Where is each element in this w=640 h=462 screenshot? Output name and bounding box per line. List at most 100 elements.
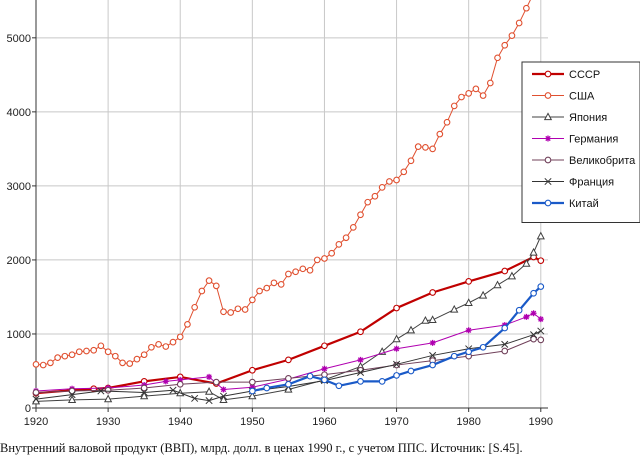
data-point: [529, 247, 538, 256]
data-point: [443, 118, 451, 126]
legend-item: Германия: [532, 134, 618, 146]
data-point: [176, 380, 184, 388]
data-point: [39, 361, 47, 369]
y-tick-label: 4000: [7, 107, 31, 119]
legend-swatch-marker: [544, 199, 552, 207]
data-point: [204, 387, 214, 395]
data-point: [119, 359, 126, 367]
data-point: [220, 308, 227, 316]
data-point: [133, 355, 141, 363]
data-point: [219, 392, 228, 400]
series-2: [32, 0, 531, 369]
data-point: [479, 343, 487, 351]
data-point: [321, 365, 328, 372]
chart-axes: 0 1000 2000 3000 4000 5000 1920 1930 1940 1950 196…: [7, 0, 553, 428]
data-point: [357, 328, 364, 336]
x-tick-label: 1920: [24, 416, 48, 428]
data-point: [479, 92, 487, 99]
data-point: [256, 287, 263, 295]
legend-label: Япония: [569, 112, 607, 124]
data-point: [176, 333, 184, 341]
series-line: [35, 330, 542, 402]
data-point: [393, 304, 400, 312]
data-point: [406, 325, 416, 334]
legend-item: Франция: [532, 177, 614, 189]
x-tick-label: 1970: [384, 416, 408, 428]
data-point: [501, 324, 509, 332]
data-point: [378, 377, 386, 385]
data-point: [450, 102, 458, 110]
data-point: [306, 372, 314, 380]
data-point: [61, 352, 69, 360]
data-point: [537, 336, 545, 344]
data-point: [414, 143, 422, 151]
data-point: [285, 375, 292, 382]
x-tick-label: 1950: [240, 416, 264, 428]
data-point: [429, 361, 436, 369]
data-point: [393, 345, 400, 352]
data-point: [104, 386, 112, 394]
legend-swatch-marker: [544, 70, 552, 78]
data-point: [299, 265, 307, 273]
data-point: [263, 384, 271, 392]
data-point: [356, 368, 365, 377]
data-point: [68, 391, 76, 399]
data-point: [321, 255, 328, 262]
data-point: [111, 352, 119, 360]
data-point: [501, 41, 509, 49]
data-point: [464, 298, 473, 306]
x-tick-label: 1960: [312, 416, 336, 428]
y-tick-label: 2000: [7, 255, 31, 267]
x-tick-label: 1980: [456, 416, 480, 428]
legend-label: Германия: [569, 134, 618, 146]
data-point: [285, 380, 292, 388]
data-point: [284, 384, 293, 393]
data-point: [140, 384, 148, 392]
data-point: [342, 234, 350, 242]
data-point: [263, 284, 271, 292]
data-point: [241, 306, 249, 313]
data-point: [465, 90, 473, 97]
data-point: [206, 373, 213, 380]
data-point: [212, 282, 220, 290]
data-point: [248, 296, 256, 304]
legend-label: Франция: [569, 177, 614, 189]
data-point: [249, 384, 256, 391]
data-point: [97, 387, 105, 395]
data-point: [465, 278, 473, 285]
data-point: [465, 327, 472, 334]
data-point: [493, 280, 502, 289]
data-point: [205, 277, 213, 285]
data-point: [140, 388, 148, 397]
data-point: [478, 290, 488, 299]
data-point: [530, 335, 537, 343]
y-tick-label: 3000: [7, 181, 31, 193]
data-point: [292, 268, 299, 276]
data-point: [32, 395, 40, 403]
data-point: [140, 391, 149, 400]
data-point: [530, 310, 537, 317]
data-point: [169, 386, 177, 394]
data-point: [421, 315, 430, 324]
data-point: [450, 304, 459, 313]
data-point: [357, 356, 364, 363]
series-line: [35, 255, 542, 395]
data-point: [220, 386, 227, 393]
data-point: [349, 224, 357, 231]
data-point: [357, 211, 364, 219]
data-point: [248, 378, 256, 386]
data-point: [90, 346, 98, 354]
data-point: [277, 281, 285, 288]
legend-box: [521, 61, 640, 223]
data-point: [422, 144, 429, 151]
data-point: [428, 315, 437, 323]
data-point: [234, 305, 242, 313]
data-point: [270, 279, 278, 287]
data-point: [501, 340, 509, 348]
legend-label: Китай: [569, 198, 599, 210]
data-point: [515, 306, 523, 314]
data-point: [68, 387, 76, 395]
legend-item: СССР: [532, 69, 600, 81]
data-point: [429, 351, 437, 359]
data-point: [537, 257, 545, 265]
